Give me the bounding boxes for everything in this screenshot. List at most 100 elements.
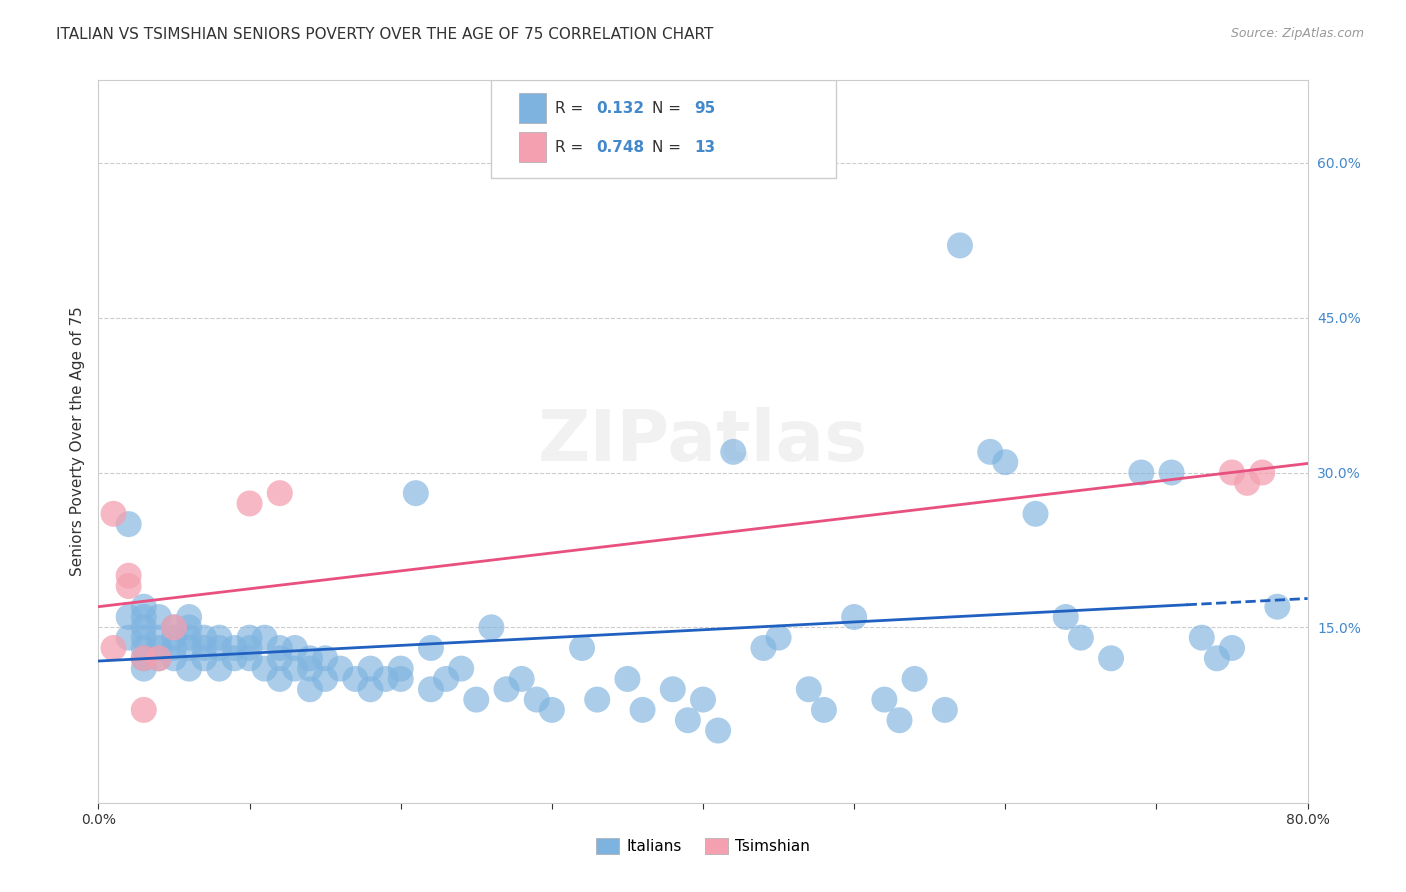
Point bbox=[692, 692, 714, 706]
Point bbox=[208, 662, 231, 676]
Text: ZIPatlas: ZIPatlas bbox=[538, 407, 868, 476]
Point bbox=[752, 640, 775, 655]
Text: Source: ZipAtlas.com: Source: ZipAtlas.com bbox=[1230, 27, 1364, 40]
Point bbox=[239, 631, 262, 645]
Point bbox=[148, 640, 170, 655]
Point bbox=[118, 631, 141, 645]
Point bbox=[1160, 466, 1182, 480]
Point bbox=[193, 631, 215, 645]
Point bbox=[148, 651, 170, 665]
FancyBboxPatch shape bbox=[519, 93, 546, 123]
Y-axis label: Seniors Poverty Over the Age of 75: Seniors Poverty Over the Age of 75 bbox=[69, 307, 84, 576]
Point bbox=[269, 640, 291, 655]
Point bbox=[360, 682, 382, 697]
Point bbox=[132, 620, 155, 634]
Point bbox=[179, 610, 201, 624]
Point bbox=[179, 662, 201, 676]
Text: R =: R = bbox=[555, 140, 589, 154]
Point bbox=[118, 610, 141, 624]
Point bbox=[118, 568, 141, 582]
Point bbox=[284, 640, 307, 655]
Point bbox=[239, 640, 262, 655]
Point bbox=[797, 682, 820, 697]
Point bbox=[208, 640, 231, 655]
Text: N =: N = bbox=[652, 101, 686, 116]
Point bbox=[132, 703, 155, 717]
Point bbox=[329, 662, 352, 676]
Point bbox=[450, 662, 472, 676]
Point bbox=[360, 662, 382, 676]
Point bbox=[934, 703, 956, 717]
Point bbox=[571, 640, 593, 655]
Point bbox=[239, 651, 262, 665]
Point bbox=[389, 672, 412, 686]
Point bbox=[904, 672, 927, 686]
Point bbox=[1251, 466, 1274, 480]
Text: ITALIAN VS TSIMSHIAN SENIORS POVERTY OVER THE AGE OF 75 CORRELATION CHART: ITALIAN VS TSIMSHIAN SENIORS POVERTY OVE… bbox=[56, 27, 714, 42]
Point bbox=[224, 640, 246, 655]
Point bbox=[844, 610, 866, 624]
Point bbox=[540, 703, 562, 717]
Point bbox=[132, 631, 155, 645]
Point bbox=[163, 620, 186, 634]
Point bbox=[1191, 631, 1213, 645]
Point bbox=[284, 662, 307, 676]
Point bbox=[434, 672, 457, 686]
Point bbox=[979, 445, 1001, 459]
Point bbox=[193, 640, 215, 655]
Point bbox=[405, 486, 427, 500]
Text: 13: 13 bbox=[695, 140, 716, 154]
Point bbox=[163, 631, 186, 645]
Point bbox=[1267, 599, 1289, 614]
Point bbox=[179, 631, 201, 645]
Point bbox=[1024, 507, 1046, 521]
Point bbox=[723, 445, 745, 459]
Point bbox=[132, 599, 155, 614]
Point bbox=[148, 651, 170, 665]
Point bbox=[1206, 651, 1229, 665]
Point bbox=[269, 486, 291, 500]
Point bbox=[344, 672, 367, 686]
FancyBboxPatch shape bbox=[519, 132, 546, 162]
Point bbox=[148, 631, 170, 645]
Point bbox=[118, 579, 141, 593]
Point bbox=[586, 692, 609, 706]
Point bbox=[994, 455, 1017, 469]
Point bbox=[179, 620, 201, 634]
Point bbox=[163, 620, 186, 634]
Point bbox=[179, 640, 201, 655]
Point bbox=[676, 713, 699, 727]
Point bbox=[208, 631, 231, 645]
Point bbox=[163, 640, 186, 655]
Point bbox=[949, 238, 972, 252]
Text: 0.748: 0.748 bbox=[596, 140, 645, 154]
Point bbox=[768, 631, 790, 645]
Point bbox=[526, 692, 548, 706]
Point bbox=[239, 496, 262, 510]
Point bbox=[103, 507, 125, 521]
FancyBboxPatch shape bbox=[492, 80, 837, 178]
Point bbox=[1099, 651, 1122, 665]
Point bbox=[481, 620, 503, 634]
Point bbox=[389, 662, 412, 676]
Point bbox=[889, 713, 911, 727]
Point bbox=[193, 651, 215, 665]
Point bbox=[299, 682, 322, 697]
Point bbox=[1070, 631, 1092, 645]
Text: N =: N = bbox=[652, 140, 686, 154]
Point bbox=[118, 517, 141, 532]
Point bbox=[1054, 610, 1077, 624]
Point bbox=[631, 703, 654, 717]
Point bbox=[314, 651, 336, 665]
Point bbox=[510, 672, 533, 686]
Point bbox=[495, 682, 517, 697]
Point bbox=[132, 651, 155, 665]
Point bbox=[132, 640, 155, 655]
Point bbox=[269, 672, 291, 686]
Point bbox=[873, 692, 896, 706]
Point bbox=[148, 610, 170, 624]
Point bbox=[661, 682, 683, 697]
Point bbox=[132, 651, 155, 665]
Point bbox=[103, 640, 125, 655]
Point bbox=[299, 651, 322, 665]
